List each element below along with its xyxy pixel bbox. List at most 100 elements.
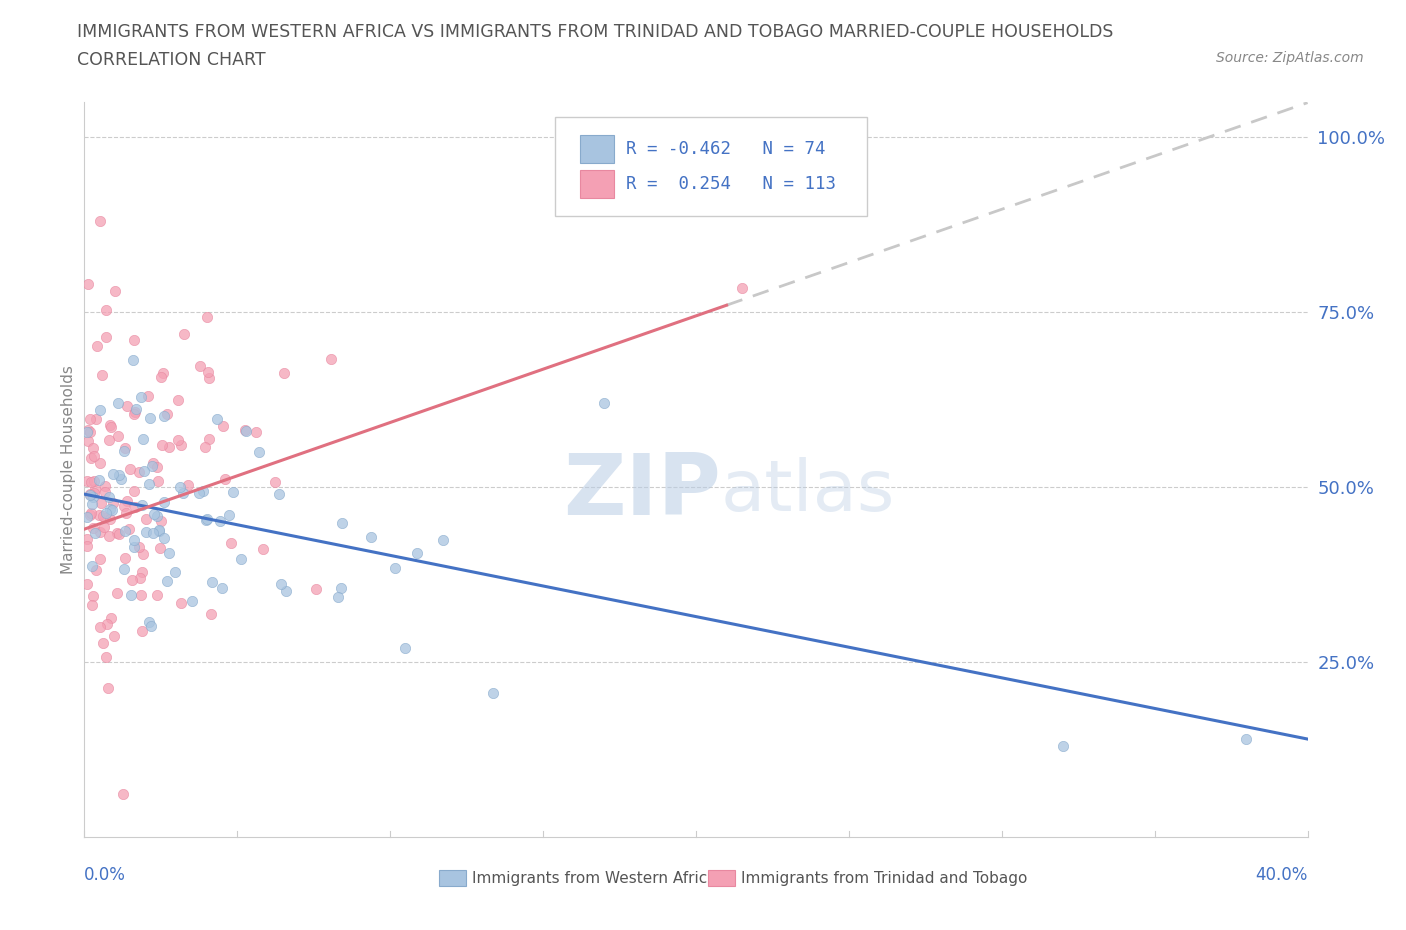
Point [188,359,211,374]
Point [148,524,170,538]
Point [79,507,101,522]
Point [197,371,219,386]
Point [114,440,136,455]
Point [89,472,111,487]
Point [593,396,616,411]
Point [96,649,118,664]
Point [108,468,131,483]
Point [191,484,214,498]
Text: 40.0%: 40.0% [1256,867,1308,884]
Point [169,480,191,495]
Point [94,485,117,499]
Point [100,610,122,625]
Point [218,508,240,523]
Point [229,552,252,567]
Point [125,401,148,416]
Text: R =  0.254   N = 113: R = 0.254 N = 113 [626,175,837,193]
Point [97,528,120,543]
Point [96,329,118,344]
Point [103,629,125,644]
Point [114,551,136,565]
Point [76,532,98,547]
Point [165,565,187,579]
Point [167,432,190,447]
Point [201,575,224,590]
Point [110,472,132,486]
Point [76,433,98,448]
Point [148,540,170,555]
Point [82,598,104,613]
Point [83,485,105,500]
Point [89,214,111,229]
Point [159,545,181,560]
Point [131,498,153,512]
Point [96,617,118,631]
Point [79,424,101,439]
Point [326,590,349,604]
Point [101,496,124,511]
Point [107,526,129,541]
Point [482,685,505,700]
Point [214,472,236,486]
Point [112,498,135,513]
Point [129,570,152,585]
Point [105,525,128,540]
Point [148,523,170,538]
Point [96,303,118,318]
Point [145,509,167,524]
Point [138,476,160,491]
Point [114,524,136,538]
Point [120,588,142,603]
Point [305,581,328,596]
Point [97,489,120,504]
Point [145,588,167,603]
Point [105,585,128,600]
Point [132,547,155,562]
Point [146,459,169,474]
Point [173,326,195,341]
Point [91,367,114,382]
Point [82,490,104,505]
Point [394,641,416,656]
Point [122,533,145,548]
Point [80,497,103,512]
Text: atlas: atlas [720,458,894,526]
Point [86,339,108,353]
Point [129,588,152,603]
Point [122,333,145,348]
Point [195,512,218,527]
Point [209,513,232,528]
Point [360,529,382,544]
Point [138,615,160,630]
Point [76,425,98,440]
Point [142,456,165,471]
Point [197,365,219,379]
Point [211,419,233,434]
Text: R = -0.462   N = 74: R = -0.462 N = 74 [626,140,825,158]
Point [132,432,155,447]
Point [115,506,138,521]
Text: CORRELATION CHART: CORRELATION CHART [77,51,266,69]
Point [87,508,110,523]
Point [142,525,165,540]
Point [111,787,134,802]
Point [82,559,104,574]
Point [330,581,353,596]
Point [97,681,120,696]
Text: Source: ZipAtlas.com: Source: ZipAtlas.com [1216,51,1364,65]
Point [79,475,101,490]
Text: IMMIGRANTS FROM WESTERN AFRICA VS IMMIGRANTS FROM TRINIDAD AND TOBAGO MARRIED-CO: IMMIGRANTS FROM WESTERN AFRICA VS IMMIGR… [77,23,1114,41]
Point [121,572,143,587]
Point [156,406,179,421]
Point [432,533,454,548]
Text: ZIP: ZIP [562,450,720,533]
Point [150,438,173,453]
Point [89,525,111,539]
Point [152,365,174,380]
Point [91,635,114,650]
Y-axis label: Married-couple Households: Married-couple Households [60,365,76,574]
Point [128,465,150,480]
Point [142,506,165,521]
Point [139,618,162,633]
Point [135,525,157,539]
